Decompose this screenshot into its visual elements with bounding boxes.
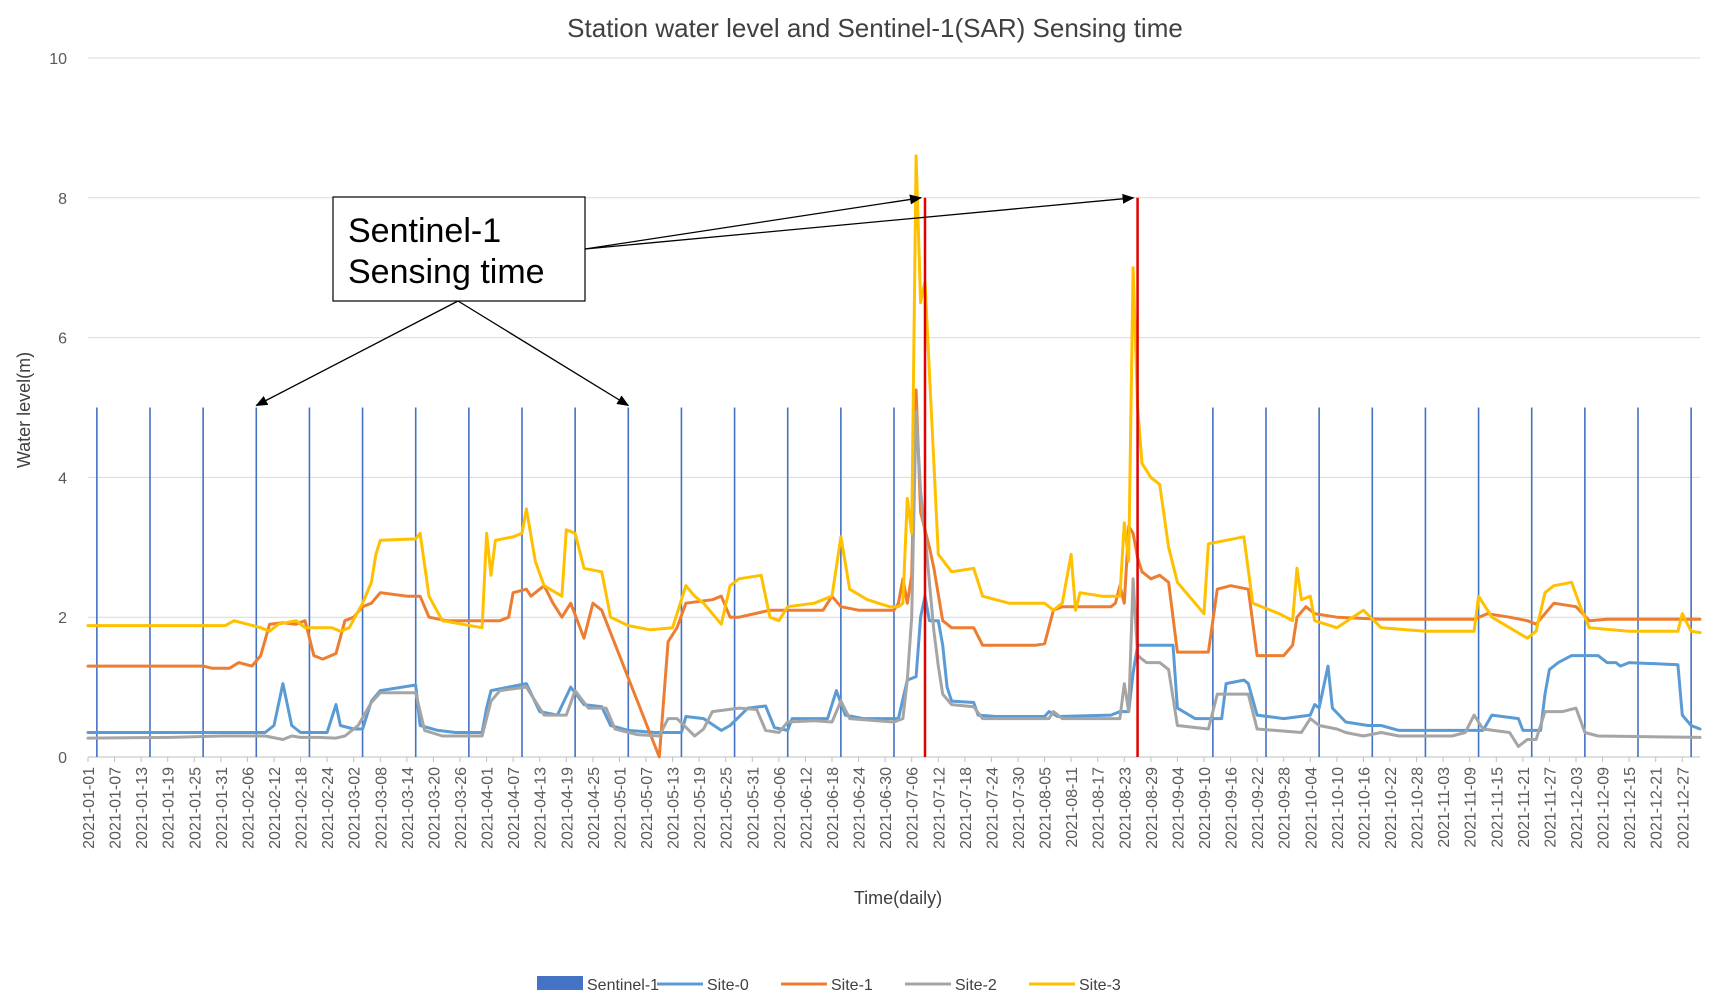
- x-tick-label: 2021-08-29: [1144, 767, 1161, 849]
- y-axis-title: Water level(m): [14, 352, 34, 468]
- legend-swatch-sentinel-1: [537, 976, 583, 990]
- x-tick-label: 2021-03-26: [453, 767, 470, 849]
- x-tick-label: 2021-04-07: [506, 767, 523, 849]
- series-line-site-1: [86, 388, 1702, 759]
- x-tick-label: 2021-09-04: [1170, 767, 1187, 849]
- x-tick-label: 2021-05-19: [692, 767, 709, 849]
- x-tick-label: 2021-09-28: [1277, 767, 1294, 849]
- series-line-site-2: [86, 409, 1702, 748]
- callout-arrow: [255, 300, 459, 407]
- x-tick-label: 2021-05-13: [666, 767, 683, 849]
- x-tick-label: 2021-02-12: [267, 767, 284, 849]
- y-axis-ticks: 0 2 4 6 8 10: [49, 51, 67, 767]
- x-tick-label: 2021-08-17: [1091, 767, 1108, 849]
- x-tick-label: 2021-04-13: [533, 767, 550, 849]
- x-tick-label: 2021-08-11: [1064, 767, 1081, 848]
- legend-label: Site-0: [707, 977, 749, 994]
- legend-label: Site-2: [955, 977, 997, 994]
- x-tick-label: 2021-05-01: [612, 767, 629, 849]
- legend-label: Sentinel-1: [587, 977, 659, 994]
- x-tick-label: 2021-04-25: [586, 767, 603, 849]
- x-tick-label: 2021-08-05: [1038, 767, 1055, 849]
- x-tick-label: 2021-09-16: [1224, 767, 1241, 849]
- series-line-site-3: [86, 154, 1702, 640]
- x-tick-label: 2021-04-19: [559, 767, 576, 849]
- x-tick-label: 2021-06-18: [825, 767, 842, 849]
- legend-label: Site-3: [1079, 977, 1121, 994]
- x-tick-label: 2021-05-07: [639, 767, 656, 849]
- x-tick-label: 2021-06-30: [878, 767, 895, 849]
- legend: Sentinel-1 Site-0 Site-1 Site-2 Site-3: [537, 976, 1121, 994]
- callout-arrow: [584, 194, 922, 250]
- x-tick-label: 2021-03-20: [426, 767, 443, 849]
- x-tick-label: 2021-01-25: [187, 767, 204, 849]
- x-tick-label: 2021-04-01: [480, 767, 497, 849]
- x-tick-label: 2021-01-07: [108, 767, 125, 849]
- x-tick-label: 2021-02-18: [294, 767, 311, 849]
- x-tick-label: 2021-07-30: [1011, 767, 1028, 849]
- x-tick-label: 2021-06-06: [772, 767, 789, 849]
- x-tick-label: 2021-12-21: [1649, 767, 1666, 849]
- y-tick-label: 10: [49, 51, 67, 68]
- series-lines: [86, 154, 1702, 759]
- x-tick-label: 2021-07-12: [931, 767, 948, 849]
- legend-label: Site-1: [831, 977, 873, 994]
- x-tick-label: 2021-10-04: [1303, 767, 1320, 849]
- sentinel-bars: [96, 407, 1692, 757]
- callout-arrow: [584, 193, 1135, 250]
- x-tick-label: 2021-08-23: [1117, 767, 1134, 849]
- callout-arrow: [457, 300, 630, 407]
- x-tick-label: 2021-06-12: [798, 767, 815, 849]
- x-tick-label: 2021-07-18: [958, 767, 975, 849]
- x-tick-label: 2021-09-22: [1250, 767, 1267, 849]
- x-tick-label: 2021-11-27: [1542, 767, 1559, 848]
- x-tick-label: 2021-01-31: [214, 767, 231, 849]
- x-tick-label: 2021-11-09: [1463, 767, 1480, 848]
- y-tick-label: 0: [58, 750, 67, 767]
- x-tick-label: 2021-11-21: [1516, 767, 1533, 848]
- x-tick-label: 2021-05-31: [745, 767, 762, 849]
- x-tick-label: 2021-12-15: [1622, 767, 1639, 849]
- highlight-lines: [923, 197, 1139, 757]
- x-tick-label: 2021-03-08: [373, 767, 390, 849]
- x-tick-label: 2021-01-13: [134, 767, 151, 849]
- x-tick-label: 2021-06-24: [852, 767, 869, 849]
- x-tick-label: 2021-10-16: [1356, 767, 1373, 849]
- x-tick-label: 2021-11-15: [1489, 767, 1506, 848]
- y-tick-label: 6: [58, 331, 67, 348]
- x-tick-label: 2021-12-27: [1675, 767, 1692, 849]
- y-tick-label: 2: [58, 610, 67, 627]
- y-tick-label: 8: [58, 191, 67, 208]
- x-tick-label: 2021-11-03: [1436, 767, 1453, 848]
- x-axis-ticks: 2021-01-01 2021-01-07 2021-01-13 2021-01-19…: [81, 757, 1692, 849]
- x-tick-label: 2021-07-06: [905, 767, 922, 849]
- x-tick-label: 2021-10-10: [1330, 767, 1347, 849]
- x-tick-label: 2021-02-24: [320, 767, 337, 849]
- x-tick-label: 2021-12-09: [1596, 767, 1613, 849]
- x-tick-label: 2021-03-14: [400, 767, 417, 849]
- x-tick-label: 2021-05-25: [719, 767, 736, 849]
- x-tick-label: 2021-02-06: [240, 767, 257, 849]
- chart-title: Station water level and Sentinel-1(SAR) …: [567, 13, 1183, 43]
- y-tick-label: 4: [58, 470, 67, 487]
- x-tick-label: 2021-10-28: [1410, 767, 1427, 849]
- x-axis-title: Time(daily): [854, 888, 942, 908]
- x-tick-label: 2021-03-02: [347, 767, 364, 849]
- callout-annotation: Sentinel-1 Sensing time: [255, 193, 1135, 407]
- x-tick-label: 2021-01-19: [161, 767, 178, 849]
- x-tick-label: 2021-01-01: [81, 767, 98, 849]
- x-tick-label: 2021-07-24: [984, 767, 1001, 849]
- callout-line-1: Sentinel-1: [348, 212, 501, 250]
- x-tick-label: 2021-09-10: [1197, 767, 1214, 849]
- x-tick-label: 2021-12-03: [1569, 767, 1586, 849]
- x-tick-label: 2021-10-22: [1383, 767, 1400, 849]
- callout-line-2: Sensing time: [348, 253, 545, 291]
